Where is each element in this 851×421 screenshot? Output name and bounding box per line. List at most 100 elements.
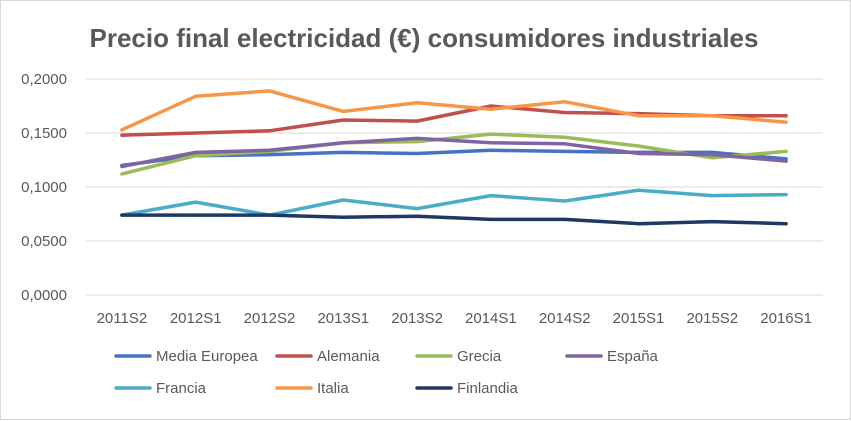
data-point bbox=[710, 156, 714, 160]
data-point bbox=[415, 140, 419, 144]
data-point bbox=[784, 222, 788, 226]
series-line-1 bbox=[120, 104, 788, 137]
data-point bbox=[194, 213, 198, 217]
series-lines bbox=[120, 89, 788, 226]
data-point bbox=[194, 131, 198, 135]
data-point bbox=[489, 148, 493, 152]
series-line-3 bbox=[120, 136, 788, 169]
legend: Media Europea Alemania Grecia España Francia… bbox=[114, 348, 659, 397]
data-point bbox=[120, 213, 124, 217]
data-point bbox=[563, 135, 567, 139]
data-point bbox=[415, 214, 419, 218]
data-point bbox=[415, 136, 419, 140]
data-point bbox=[268, 213, 271, 217]
data-point bbox=[341, 198, 345, 202]
data-point bbox=[563, 110, 567, 114]
data-point bbox=[563, 149, 567, 153]
data-point bbox=[637, 144, 640, 148]
x-tick-label: 2015S1 bbox=[613, 310, 665, 327]
x-axis-ticks: 2011S2 2012S1 2012S2 2013S1 2013S2 2014S1 2014… bbox=[97, 310, 812, 327]
data-point bbox=[784, 114, 788, 118]
data-point bbox=[194, 94, 198, 98]
legend-item: Alemania bbox=[275, 348, 380, 365]
data-point bbox=[563, 199, 567, 203]
data-point bbox=[194, 200, 198, 204]
data-point bbox=[489, 217, 493, 221]
x-tick-label: 2013S2 bbox=[391, 310, 443, 327]
data-point bbox=[268, 129, 271, 133]
data-point bbox=[563, 100, 567, 104]
data-point bbox=[710, 220, 714, 224]
data-point bbox=[563, 142, 567, 146]
data-point bbox=[194, 154, 198, 158]
legend-item: España bbox=[565, 348, 659, 365]
data-point bbox=[268, 153, 271, 157]
x-tick-label: 2015S2 bbox=[686, 310, 738, 327]
data-point bbox=[120, 172, 124, 176]
data-point bbox=[120, 133, 124, 137]
data-point bbox=[489, 194, 493, 198]
legend-label: Finlandia bbox=[457, 380, 519, 397]
data-point bbox=[710, 194, 714, 198]
data-point bbox=[489, 132, 493, 136]
x-tick-label: 2014S1 bbox=[465, 310, 517, 327]
data-point bbox=[710, 114, 714, 118]
data-point bbox=[415, 119, 419, 123]
data-point bbox=[268, 148, 271, 152]
series-line-4 bbox=[120, 188, 788, 217]
data-point bbox=[415, 207, 419, 211]
data-point bbox=[489, 141, 493, 145]
data-point bbox=[784, 120, 788, 124]
data-point bbox=[784, 159, 788, 163]
data-point bbox=[120, 128, 124, 132]
x-tick-label: 2011S2 bbox=[97, 310, 148, 327]
legend-label: Francia bbox=[156, 380, 207, 397]
series-line-5 bbox=[120, 89, 788, 132]
data-point bbox=[563, 217, 567, 221]
y-tick-label: 0,2000 bbox=[21, 71, 67, 88]
data-point bbox=[489, 104, 493, 108]
data-point bbox=[194, 150, 198, 154]
data-point bbox=[268, 89, 271, 93]
data-point bbox=[710, 153, 714, 157]
chart-title: Precio final electricidad (€) consumidor… bbox=[90, 23, 759, 53]
data-point bbox=[120, 164, 124, 168]
y-tick-label: 0,1000 bbox=[21, 179, 67, 196]
x-tick-label: 2013S1 bbox=[317, 310, 369, 327]
data-point bbox=[341, 141, 345, 145]
legend-label: Alemania bbox=[317, 348, 380, 365]
x-tick-label: 2012S1 bbox=[170, 310, 222, 327]
gridlines bbox=[85, 78, 823, 296]
series-line-6 bbox=[120, 213, 788, 226]
x-tick-label: 2014S2 bbox=[539, 310, 591, 327]
legend-item: Italia bbox=[275, 380, 349, 397]
legend-item: Grecia bbox=[415, 348, 502, 365]
x-tick-label: 2012S2 bbox=[244, 310, 296, 327]
legend-label: Italia bbox=[317, 380, 349, 397]
data-point bbox=[637, 188, 640, 192]
data-point bbox=[341, 215, 345, 219]
legend-label: Media Europea bbox=[156, 348, 258, 365]
legend-label: Grecia bbox=[457, 348, 502, 365]
data-point bbox=[637, 114, 640, 118]
legend-label: España bbox=[607, 348, 659, 365]
data-point bbox=[784, 193, 788, 197]
data-point bbox=[489, 107, 493, 111]
y-tick-label: 0,1500 bbox=[21, 125, 67, 142]
data-point bbox=[637, 152, 640, 156]
data-point bbox=[341, 150, 345, 154]
y-axis-ticks: 0,0000 0,0500 0,1000 0,1500 0,2000 bbox=[21, 71, 67, 304]
y-tick-label: 0,0500 bbox=[21, 233, 67, 250]
data-point bbox=[637, 222, 640, 226]
legend-item: Media Europea bbox=[114, 348, 258, 365]
data-point bbox=[341, 118, 345, 122]
legend-item: Francia bbox=[114, 380, 207, 397]
y-tick-label: 0,0000 bbox=[21, 287, 67, 304]
data-point bbox=[415, 101, 419, 105]
x-tick-label: 2016S1 bbox=[760, 310, 812, 327]
data-point bbox=[341, 109, 345, 113]
data-point bbox=[784, 149, 788, 153]
series-line-2 bbox=[120, 132, 788, 176]
